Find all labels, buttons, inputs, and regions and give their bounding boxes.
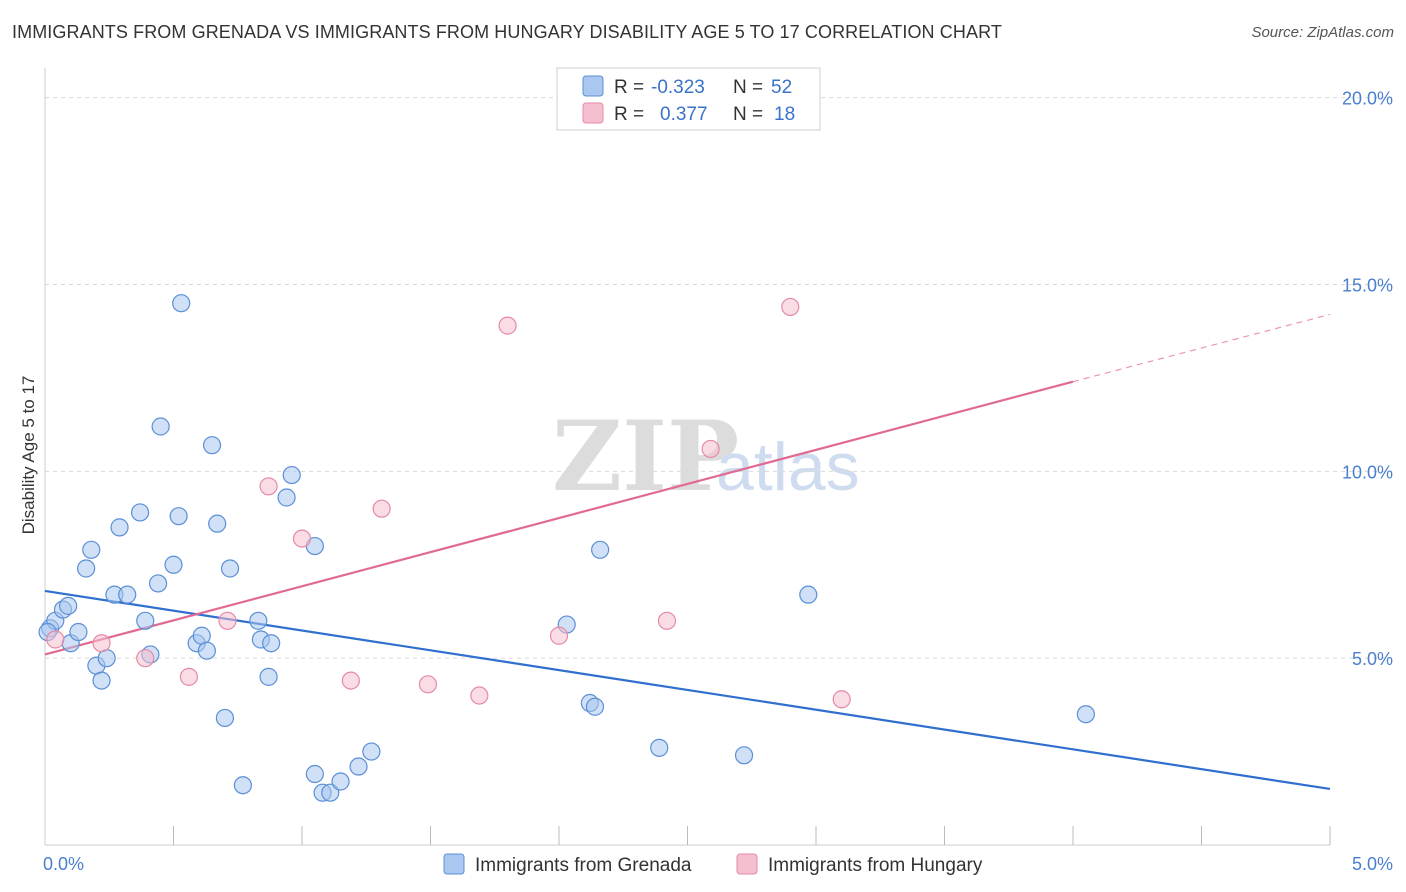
data-point-grenada-39 [321, 783, 340, 802]
data-point-grenada-18 [151, 417, 170, 436]
data-point-grenada-7 [82, 540, 101, 559]
bottom-legend-label-hungary: Immigrants from Hungary [768, 855, 983, 876]
legend-swatch-hungary [582, 102, 604, 124]
grid-lines [45, 97, 1392, 659]
data-point-grenada-34 [277, 488, 296, 507]
data-point-hungary-5 [259, 477, 278, 496]
data-point-grenada-27 [215, 708, 234, 728]
data-point-grenada-28 [220, 559, 240, 578]
data-point-grenada-32 [259, 667, 278, 686]
data-point-hungary-2 [136, 649, 155, 668]
chart-title: IMMIGRANTS FROM GRENADA VS IMMIGRANTS FR… [12, 22, 1002, 42]
y-axis-label: Disability Age 5 to 17 [19, 376, 38, 535]
legend-n-label-hungary: N = [733, 104, 763, 125]
data-point-grenada-48 [734, 746, 754, 765]
data-point-hungary-17 [832, 690, 851, 709]
data-point-grenada-33 [262, 634, 281, 653]
y-tick-label-2: 15.0% [1342, 276, 1393, 296]
data-points [38, 103, 1095, 802]
legend-r-label-grenada: R = [614, 77, 644, 98]
data-point-grenada-45 [585, 697, 605, 716]
data-point-grenada-5 [69, 622, 88, 642]
source-credit: Source: ZipAtlas.com [1251, 24, 1394, 41]
trend-lines [44, 313, 1331, 791]
data-point-grenada-41 [349, 757, 368, 776]
data-point-grenada-42 [362, 742, 381, 761]
series-legend: Immigrants from Grenada Immigrants from … [443, 853, 983, 876]
data-point-grenada-26 [208, 514, 227, 533]
data-point-hungary-7 [341, 671, 360, 690]
data-point-grenada-50 [1076, 705, 1095, 724]
watermark-atlas: atlas [716, 429, 860, 505]
x-tick-label-0: 0.0% [43, 854, 84, 874]
data-point-grenada-37 [305, 764, 324, 784]
data-point-hungary-4 [218, 611, 237, 630]
trend-line-grenada [44, 589, 1331, 791]
data-point-grenada-9 [92, 671, 111, 690]
data-point-grenada-14 [130, 503, 150, 522]
tick-labels: 5.0% 10.0% 15.0% 20.0% 0.0% 5.0% [43, 89, 1393, 874]
x-tick-label-1: 5.0% [1352, 854, 1393, 874]
data-point-grenada-17 [148, 574, 168, 593]
data-point-grenada-30 [249, 611, 268, 630]
data-point-hungary-1 [92, 634, 111, 653]
correlation-legend: R = -0.323 N = 52 R = 0.377 N = 18 [556, 67, 821, 131]
y-tick-label-1: 10.0% [1342, 462, 1393, 482]
legend-r-value-grenada: -0.323 [651, 77, 705, 98]
data-point-hungary-12 [549, 626, 569, 645]
legend-swatch-grenada [582, 75, 604, 97]
data-point-grenada-29 [233, 776, 252, 795]
bottom-legend-swatch-grenada [443, 853, 465, 875]
data-point-grenada-40 [331, 772, 350, 791]
y-tick-label-3: 20.0% [1342, 89, 1393, 109]
data-point-hungary-6 [292, 529, 312, 548]
axes [44, 68, 1331, 846]
data-point-hungary-3 [179, 667, 199, 686]
trend-extension-hungary [1072, 313, 1331, 383]
data-point-grenada-19 [164, 555, 183, 574]
data-point-grenada-46 [591, 540, 610, 559]
data-point-hungary-11 [498, 316, 517, 335]
data-point-hungary-16 [781, 297, 800, 317]
data-point-grenada-35 [282, 465, 301, 485]
data-point-grenada-21 [172, 294, 191, 313]
data-point-grenada-6 [77, 559, 96, 578]
data-point-grenada-25 [202, 436, 222, 455]
data-point-hungary-0 [46, 630, 65, 649]
data-point-grenada-47 [650, 738, 669, 757]
data-point-grenada-20 [169, 507, 188, 526]
bottom-legend-label-grenada: Immigrants from Grenada [475, 855, 692, 876]
trend-line-hungary [44, 380, 1074, 656]
data-point-grenada-15 [136, 611, 155, 630]
data-point-hungary-9 [418, 675, 438, 694]
legend-n-value-hungary: 18 [774, 104, 795, 125]
y-tick-label-0: 5.0% [1352, 649, 1393, 669]
data-point-grenada-3 [59, 596, 78, 615]
data-point-grenada-12 [110, 518, 129, 537]
data-point-hungary-13 [657, 611, 677, 630]
data-point-hungary-10 [470, 686, 489, 705]
legend-r-label-hungary: R = [614, 104, 644, 125]
legend-n-label-grenada: N = [733, 77, 763, 98]
data-point-hungary-8 [372, 499, 391, 518]
bottom-legend-swatch-hungary [736, 853, 758, 875]
data-point-hungary-14 [701, 439, 720, 459]
data-point-grenada-24 [197, 641, 217, 660]
legend-n-value-grenada: 52 [771, 77, 792, 98]
data-point-grenada-49 [799, 585, 818, 604]
legend-r-value-hungary: 0.377 [660, 104, 708, 125]
data-point-grenada-13 [118, 585, 137, 604]
